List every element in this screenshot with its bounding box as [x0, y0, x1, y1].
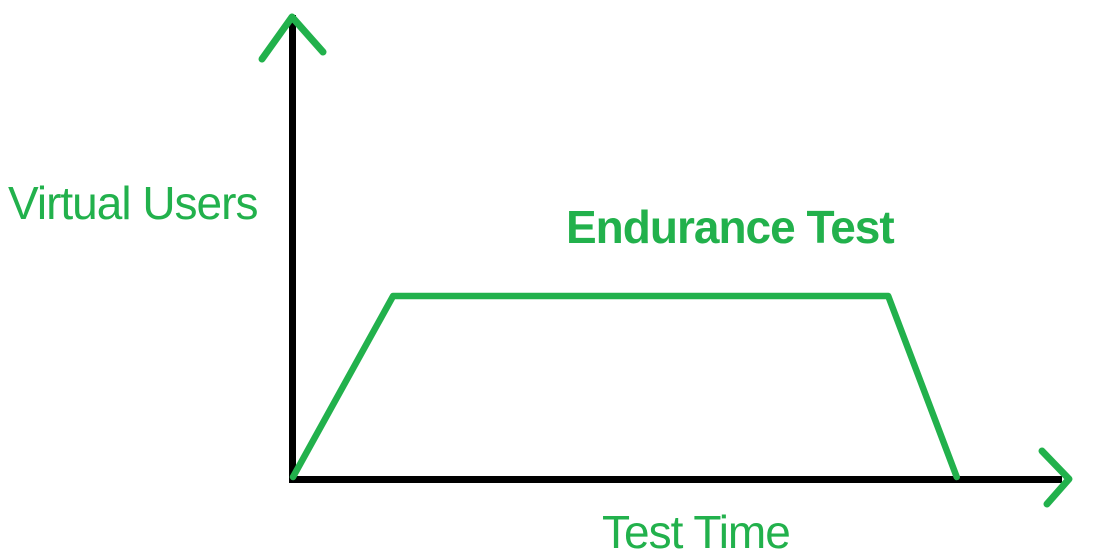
load-profile-line: [289, 292, 960, 481]
x-axis-label: Test Time: [602, 506, 791, 558]
y-axis-label: Virtual Users: [8, 177, 258, 229]
x-axis-arrowhead-icon: [1038, 447, 1073, 508]
y-axis-arrowhead-icon: [258, 13, 327, 63]
chart-title: Endurance Test: [566, 201, 895, 253]
